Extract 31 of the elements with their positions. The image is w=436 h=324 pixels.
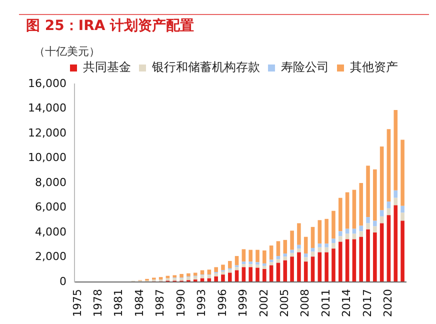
- x-tick-label: 1993: [195, 289, 208, 318]
- legend-label: 寿险公司: [281, 60, 329, 74]
- y-axis-title: （十亿美元）: [34, 44, 100, 59]
- x-tick-label: 1984: [132, 289, 146, 318]
- y-tick-label: 16,000: [28, 76, 66, 90]
- legend-label: 其他资产: [350, 60, 398, 74]
- x-tick-label: 2011: [319, 289, 332, 318]
- y-tick-label: 12,000: [28, 126, 66, 140]
- x-tick-label: 2002: [257, 289, 270, 318]
- y-tick-label: 4,000: [34, 225, 66, 238]
- x-tick-label: 1987: [154, 289, 167, 318]
- x-tick-label: 1975: [70, 289, 84, 318]
- x-tick-label: 2008: [298, 289, 312, 318]
- x-tick-label: 1999: [236, 289, 250, 318]
- y-tick-label: 0: [59, 274, 66, 288]
- x-tick-label: 1990: [174, 289, 188, 318]
- y-tick-label: 10,000: [28, 151, 66, 164]
- legend-label: 银行和储蓄机构存款: [151, 60, 260, 74]
- x-tick-label: 1978: [92, 289, 105, 318]
- x-tick-label: 2020: [382, 289, 395, 318]
- x-tick-label: 1981: [112, 289, 126, 318]
- x-tick-label: 2017: [360, 289, 374, 318]
- x-tick-label: 1996: [216, 289, 229, 318]
- x-tick-label: 2014: [340, 289, 354, 318]
- legend-label: 共同基金: [83, 60, 131, 74]
- y-tick-label: 6,000: [34, 200, 66, 214]
- chart-title: 图 25：IRA 计划资产配置: [26, 17, 194, 35]
- y-tick-label: 8,000: [34, 176, 66, 189]
- y-tick-label: 2,000: [34, 250, 66, 264]
- x-tick-label: 2005: [278, 289, 291, 318]
- y-tick-label: 14,000: [28, 102, 66, 115]
